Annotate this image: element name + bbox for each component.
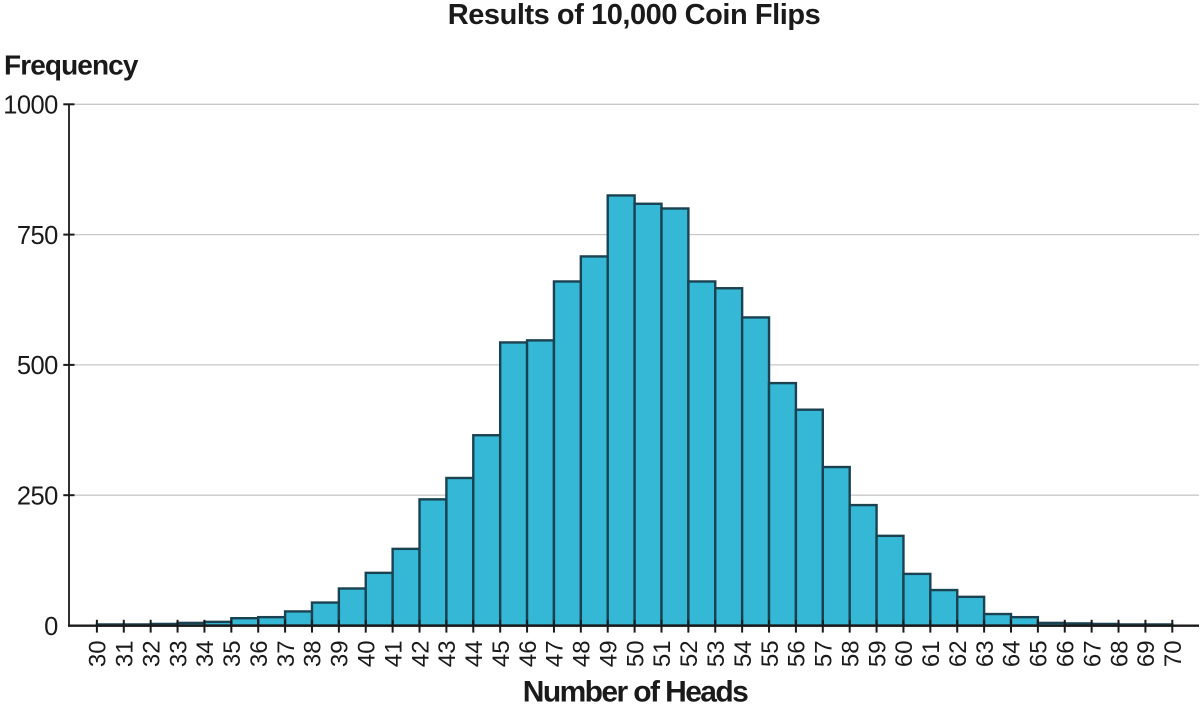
svg-text:68: 68	[1106, 640, 1133, 667]
svg-text:37: 37	[273, 640, 300, 667]
svg-text:44: 44	[461, 640, 488, 667]
svg-text:Results of 10,000 Coin Flips: Results of 10,000 Coin Flips	[448, 0, 821, 31]
svg-text:40: 40	[354, 640, 381, 667]
svg-text:750: 750	[17, 222, 58, 250]
svg-text:42: 42	[407, 640, 434, 667]
svg-text:60: 60	[891, 640, 918, 667]
svg-text:47: 47	[542, 640, 569, 667]
svg-text:43: 43	[434, 640, 461, 667]
svg-text:Number of Heads: Number of Heads	[523, 676, 748, 709]
svg-text:54: 54	[730, 640, 757, 667]
svg-text:34: 34	[192, 640, 219, 667]
svg-text:41: 41	[380, 640, 407, 667]
svg-text:50: 50	[622, 640, 649, 667]
svg-text:70: 70	[1160, 640, 1187, 667]
svg-text:0: 0	[44, 613, 58, 641]
svg-text:36: 36	[246, 640, 273, 667]
svg-text:38: 38	[300, 640, 327, 667]
svg-text:63: 63	[972, 640, 999, 667]
svg-text:69: 69	[1133, 640, 1160, 667]
svg-text:30: 30	[85, 640, 112, 667]
svg-text:32: 32	[138, 640, 165, 667]
svg-text:1000: 1000	[3, 92, 58, 120]
svg-text:53: 53	[703, 640, 730, 667]
svg-text:51: 51	[649, 640, 676, 667]
svg-text:52: 52	[676, 640, 703, 667]
svg-text:45: 45	[488, 640, 515, 667]
svg-text:65: 65	[1026, 640, 1053, 667]
svg-text:39: 39	[327, 640, 354, 667]
svg-text:57: 57	[811, 640, 838, 667]
svg-text:48: 48	[569, 640, 596, 667]
svg-text:67: 67	[1079, 640, 1106, 667]
svg-text:35: 35	[219, 640, 246, 667]
svg-text:33: 33	[165, 640, 192, 667]
svg-text:250: 250	[17, 483, 58, 511]
svg-text:56: 56	[784, 640, 811, 667]
svg-text:49: 49	[595, 640, 622, 667]
svg-text:61: 61	[918, 640, 945, 667]
svg-text:62: 62	[945, 640, 972, 667]
svg-text:59: 59	[864, 640, 891, 667]
svg-text:46: 46	[515, 640, 542, 667]
svg-text:Frequency: Frequency	[4, 50, 139, 81]
svg-text:66: 66	[1053, 640, 1080, 667]
svg-text:58: 58	[837, 640, 864, 667]
svg-text:31: 31	[112, 640, 139, 667]
svg-text:500: 500	[17, 352, 58, 380]
svg-text:64: 64	[999, 640, 1026, 667]
svg-text:55: 55	[757, 640, 784, 667]
